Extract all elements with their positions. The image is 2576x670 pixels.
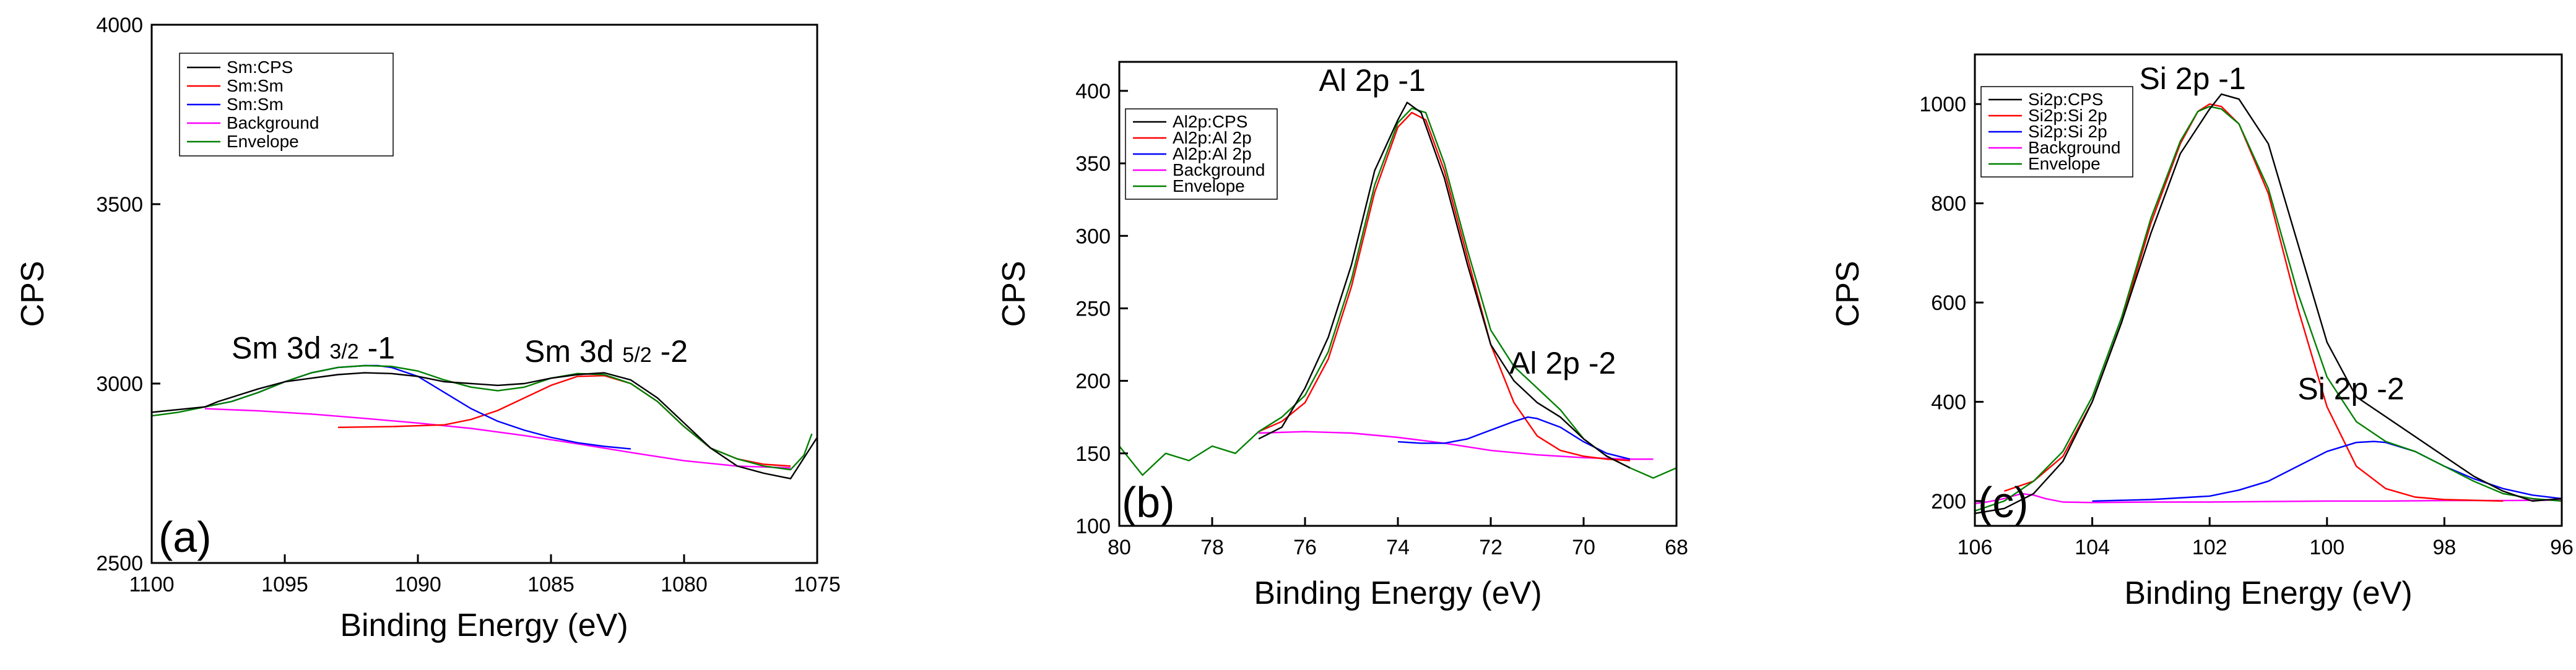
series-line-si2p-cps	[1975, 93, 2562, 515]
panel-label: (c)	[1978, 478, 2029, 526]
panel-label: (a)	[158, 513, 212, 561]
legend-label: Sm:Sm	[227, 76, 284, 95]
peak-label: Sm 3d 5/2 -2	[524, 334, 688, 369]
plot-area	[1975, 93, 2562, 515]
legend-label: Al2p:Al 2p	[1173, 144, 1252, 163]
x-tick-label: 104	[2075, 536, 2110, 559]
legend-label: Al2p:Al 2p	[1173, 128, 1252, 147]
y-axis-title: CPS	[15, 261, 51, 327]
x-tick-label: 72	[1479, 536, 1503, 559]
chart-c-svg: 106 104 102 100 98 96 200 400 600 800 1000 (c) Bin…	[1830, 53, 2574, 611]
legend-label: Sm:Sm	[227, 95, 284, 114]
x-axis-title: Binding Energy (eV)	[340, 608, 628, 643]
series-line-background	[1258, 431, 1654, 460]
series-line-al2p-al-2p	[1258, 111, 1631, 462]
panel-label: (b)	[1122, 478, 1175, 526]
x-tick-label: 1100	[129, 573, 174, 596]
x-tick-label: 1090	[394, 573, 441, 596]
plot-area	[152, 364, 817, 479]
chart-panel-a: 1100 1095 1090 1085 1080 1075 2500 3000 3500 4000…	[0, 0, 854, 670]
y-tick-label: 150	[1075, 442, 1111, 466]
x-tick-label: 78	[1200, 536, 1224, 559]
y-tick-label: 250	[1075, 297, 1111, 320]
y-tick-label: 350	[1075, 152, 1111, 176]
legend-label: Background	[1173, 160, 1265, 179]
series-line-al2p-cps	[1258, 101, 1631, 469]
plot-area	[1119, 101, 1676, 479]
chart-panel-c: 106 104 102 100 98 96 200 400 600 800 1000 (c) Bin…	[1727, 0, 2576, 670]
legend-box	[1980, 86, 2133, 178]
peak-annotations: Al 2p -1 Al 2p -2	[1319, 63, 1616, 380]
peak-annotations: Si 2p -1 Si 2p -2	[2139, 61, 2404, 406]
legend-label: Al2p:CPS	[1173, 112, 1247, 131]
x-tick-label: 1075	[794, 573, 841, 596]
legend-label: Background	[227, 113, 319, 132]
x-axis-title: Binding Energy (eV)	[1254, 575, 1542, 611]
y-tick-label: 400	[1931, 390, 1966, 414]
series-line-si2p-si-2p	[2092, 440, 2562, 502]
series-line-background	[1975, 492, 2562, 505]
series-line-envelope	[1119, 107, 1676, 479]
y-tick-label: 200	[1075, 370, 1111, 393]
x-tick-label: 1085	[527, 573, 575, 596]
y-tick-label: 600	[1931, 291, 1966, 315]
chart-a-svg: 1100 1095 1090 1085 1080 1075 2500 3000 3500 4000…	[15, 14, 841, 643]
y-axis-title: CPS	[996, 261, 1032, 327]
peak-label: Si 2p -2	[2297, 371, 2404, 406]
y-tick-label: 1000	[1919, 93, 1966, 116]
peak-annotations: Sm 3d 3/2 -1 Sm 3d 5/2 -2	[232, 330, 688, 369]
x-tick-label: 1080	[661, 573, 708, 596]
series-line-al2p-al-2p	[1397, 416, 1631, 460]
peak-label: Si 2p -1	[2139, 61, 2245, 96]
legend-label: Envelope	[227, 132, 299, 151]
legend-label: Si2p:Si 2p	[2028, 106, 2107, 125]
x-tick-label: 100	[2309, 536, 2344, 559]
axis-ticks: 1100 1095 1090 1085 1080 1075 2500 3000 3500 4000	[96, 14, 840, 596]
y-axis-title: CPS	[1830, 261, 1866, 327]
legend-label: Si2p:CPS	[2028, 90, 2103, 109]
series-line-envelope	[1975, 105, 2562, 512]
y-tick-label: 300	[1075, 225, 1111, 248]
x-tick-label: 1095	[261, 573, 308, 596]
peak-label: Al 2p -2	[1509, 346, 1616, 380]
plot-frame	[1974, 53, 2563, 527]
x-tick-label: 106	[1958, 536, 1993, 559]
x-tick-label: 68	[1665, 536, 1688, 559]
series-line-background	[204, 408, 791, 469]
series-line-sm-cps	[152, 372, 817, 479]
peak-label: Sm 3d 3/2 -1	[232, 330, 395, 365]
x-tick-label: 70	[1572, 536, 1595, 559]
y-tick-label: 200	[1931, 490, 1966, 513]
y-tick-label: 2500	[96, 552, 143, 575]
axis-ticks: 80 78 76 74 72 70 68 100 150 200 250 300 350 400	[1075, 80, 1688, 559]
legend-label: Envelope	[2028, 154, 2101, 173]
y-tick-label: 3000	[96, 372, 143, 396]
series-line-envelope	[152, 364, 813, 471]
x-tick-label: 74	[1386, 536, 1410, 559]
x-tick-label: 80	[1108, 536, 1131, 559]
peak-label: Al 2p -1	[1319, 63, 1426, 98]
legend-label: Sm:CPS	[227, 58, 293, 77]
series-line-sm-sm	[204, 364, 631, 450]
x-axis-title: Binding Energy (eV)	[2124, 575, 2412, 611]
legend-label: Envelope	[1173, 176, 1245, 195]
y-tick-label: 800	[1931, 192, 1966, 216]
y-tick-label: 100	[1075, 515, 1111, 538]
y-tick-label: 4000	[96, 14, 143, 37]
y-tick-label: 3500	[96, 193, 143, 217]
x-tick-label: 76	[1293, 536, 1317, 559]
legend-label: Background	[2028, 138, 2120, 157]
x-tick-label: 98	[2432, 536, 2456, 559]
x-tick-label: 102	[2192, 536, 2227, 559]
axis-ticks: 106 104 102 100 98 96 200 400 600 800 1000	[1919, 93, 2574, 559]
y-tick-label: 400	[1075, 80, 1111, 103]
plot-frame	[150, 24, 818, 564]
chart-panel-b: 80 78 76 74 72 70 68 100 150 200 250 300 350 400 (b) …	[867, 0, 1715, 670]
legend-label: Si2p:Si 2p	[2028, 122, 2107, 141]
x-tick-label: 96	[2550, 536, 2574, 559]
